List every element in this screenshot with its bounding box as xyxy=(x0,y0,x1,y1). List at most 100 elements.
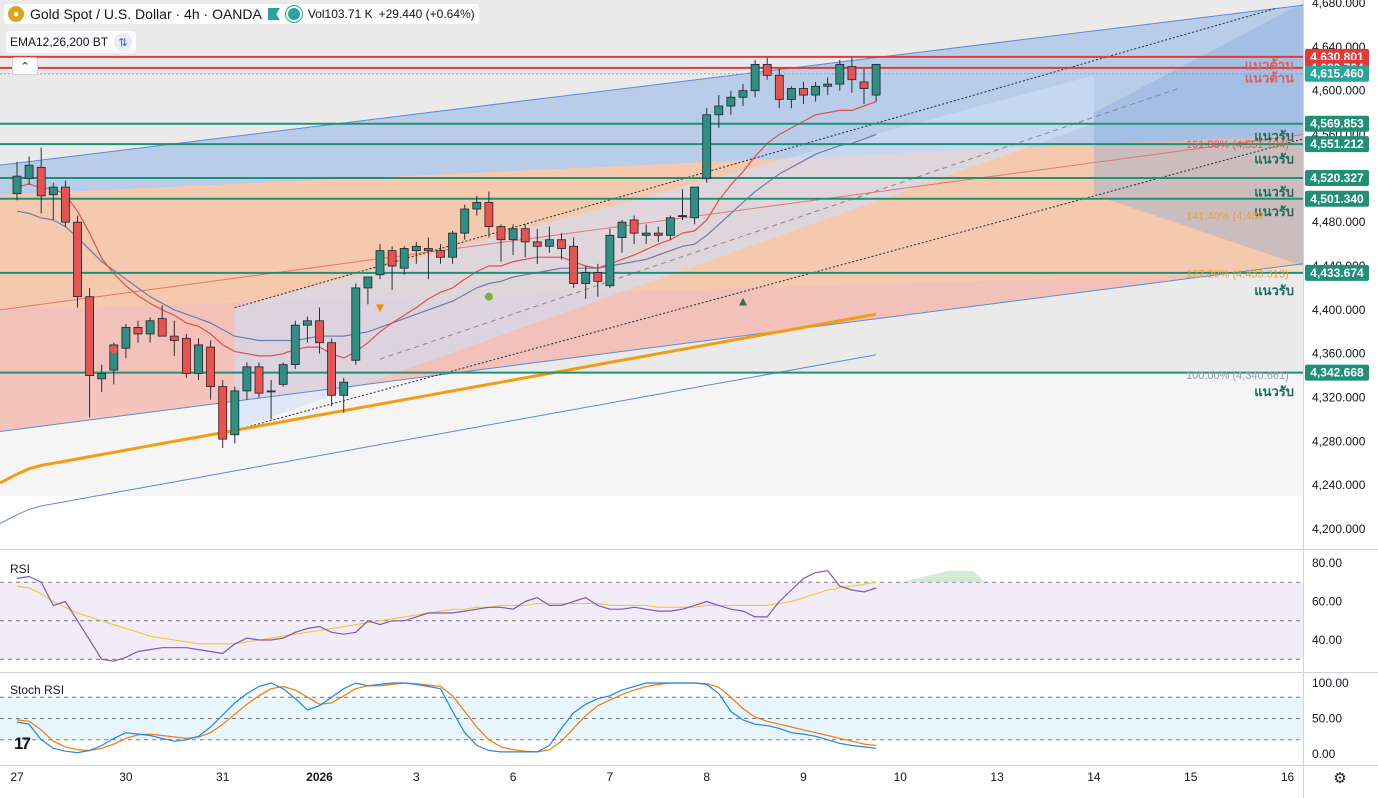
candle-body[interactable] xyxy=(460,208,470,234)
candle-body[interactable] xyxy=(121,326,131,349)
rsi-overbought-fill xyxy=(900,570,985,583)
candle-body[interactable] xyxy=(641,232,651,236)
candle-body[interactable] xyxy=(835,63,845,85)
candle-body[interactable] xyxy=(678,215,687,217)
candle-body[interactable] xyxy=(653,232,663,236)
candle-body[interactable] xyxy=(327,342,337,396)
candle-body[interactable] xyxy=(871,63,881,96)
candle-body[interactable] xyxy=(145,320,155,335)
candle-body[interactable] xyxy=(484,202,494,227)
time-axis[interactable]: 27 30 31 2026 3 6 7 8 9 10 13 14 15 16 xyxy=(10,770,1294,784)
candle-body[interactable] xyxy=(302,320,312,326)
candle-body[interactable] xyxy=(24,164,34,179)
candle-body[interactable] xyxy=(85,296,94,376)
candle-body[interactable] xyxy=(847,66,857,81)
candle-body[interactable] xyxy=(254,366,264,394)
candle-body[interactable] xyxy=(799,88,808,96)
candle-body[interactable] xyxy=(617,221,627,238)
candle-body[interactable] xyxy=(448,232,458,258)
candle-body[interactable] xyxy=(181,337,191,374)
candle-body[interactable] xyxy=(266,390,276,393)
candle-body[interactable] xyxy=(194,344,203,374)
candle-body[interactable] xyxy=(351,287,361,361)
candle-body[interactable] xyxy=(472,202,482,210)
price-pane[interactable]: แนวต้านแนวต้านแนวรับแนวรับแนวรับแนวรับแน… xyxy=(0,0,1303,524)
candle-body[interactable] xyxy=(787,88,796,100)
price-tag-bg xyxy=(1305,115,1369,132)
candle-body[interactable] xyxy=(823,83,833,87)
candle-body[interactable] xyxy=(496,226,506,241)
price-tag-bg xyxy=(1305,65,1369,82)
tradingview-logo-icon[interactable]: 17 xyxy=(14,734,31,753)
candle-body[interactable] xyxy=(48,186,58,196)
candle-body[interactable] xyxy=(206,346,216,387)
candle-body[interactable] xyxy=(859,81,869,89)
candle-body[interactable] xyxy=(73,221,82,298)
candle-body[interactable] xyxy=(399,248,409,269)
candle-body[interactable] xyxy=(774,74,784,100)
candle-body[interactable] xyxy=(375,250,385,276)
candle-body[interactable] xyxy=(36,166,46,197)
candle-body[interactable] xyxy=(278,364,288,385)
symbol-title[interactable]: Gold Spot / U.S. Dollar · 4h · OANDA xyxy=(30,6,262,22)
candle-body[interactable] xyxy=(339,381,349,396)
candle-body[interactable] xyxy=(363,276,373,289)
candle-body[interactable] xyxy=(133,326,143,335)
candle-body[interactable] xyxy=(532,241,542,247)
candle-body[interactable] xyxy=(714,105,724,116)
candle-body[interactable] xyxy=(605,234,615,287)
chart-settings-button[interactable]: ⚙ xyxy=(1330,768,1350,788)
candle-body[interactable] xyxy=(109,344,119,371)
candle-body[interactable] xyxy=(545,239,554,247)
price-axis[interactable]: 4,680.0004,640.0004,600.0004,560.0004,52… xyxy=(1305,0,1369,761)
stoch-rsi-pane[interactable]: Stoch RSI xyxy=(0,682,1303,754)
rsi-tick-label: 80.00 xyxy=(1312,556,1342,570)
time-tick-label: 6 xyxy=(510,770,517,784)
candle-body[interactable] xyxy=(762,63,772,76)
signal-dot-red xyxy=(109,345,118,354)
candle-body[interactable] xyxy=(520,228,530,243)
candle-body[interactable] xyxy=(726,96,736,107)
candle-body[interactable] xyxy=(702,114,712,179)
flag-icon[interactable] xyxy=(267,8,280,20)
candle-body[interactable] xyxy=(557,239,566,249)
candle-body[interactable] xyxy=(750,63,760,92)
candle-body[interactable] xyxy=(242,366,252,392)
candle-body[interactable] xyxy=(230,390,240,436)
candle-body[interactable] xyxy=(411,245,421,252)
collapse-legend-button[interactable]: ⌃ xyxy=(12,57,38,75)
symbol-legend[interactable]: ● Gold Spot / U.S. Dollar · 4h · OANDA V… xyxy=(4,4,479,24)
candle-body[interactable] xyxy=(169,335,179,341)
candle-body[interactable] xyxy=(157,318,167,337)
price-tag-label: 4,615.460 xyxy=(1310,67,1364,81)
ema-label[interactable]: EMA12,26,200 BT xyxy=(10,35,109,49)
candle-body[interactable] xyxy=(61,186,70,223)
visibility-icon[interactable] xyxy=(285,6,302,22)
candle-body[interactable] xyxy=(290,324,300,366)
candle-body[interactable] xyxy=(97,372,107,380)
sell-triangle-marker xyxy=(376,304,384,313)
indicator-settings-icon[interactable]: ⇅ xyxy=(114,33,133,51)
candle-body[interactable] xyxy=(436,250,445,258)
candle-body[interactable] xyxy=(12,175,22,195)
candle-body[interactable] xyxy=(218,386,228,440)
candle-body[interactable] xyxy=(508,228,518,241)
candle-body[interactable] xyxy=(629,219,639,234)
volume-readout: Vol103.71 K xyxy=(307,7,373,21)
candle-body[interactable] xyxy=(738,90,748,98)
level-annotation-support: แนวรับ xyxy=(1254,184,1294,199)
price-tick-label: 4,240.000 xyxy=(1312,478,1366,492)
candle-body[interactable] xyxy=(811,85,820,96)
candle-body[interactable] xyxy=(666,217,675,236)
rsi-pane[interactable]: RSI xyxy=(0,562,1303,662)
candle-body[interactable] xyxy=(423,248,433,252)
candle-body[interactable] xyxy=(581,272,591,284)
candle-body[interactable] xyxy=(387,250,397,267)
candle-body[interactable] xyxy=(569,245,578,284)
price-tag-label: 4,501.340 xyxy=(1310,192,1364,206)
candle-body[interactable] xyxy=(315,320,324,344)
candle-body[interactable] xyxy=(593,272,603,282)
candle-body[interactable] xyxy=(690,186,699,219)
ema-indicator-legend[interactable]: EMA12,26,200 BT ⇅ xyxy=(6,31,137,53)
